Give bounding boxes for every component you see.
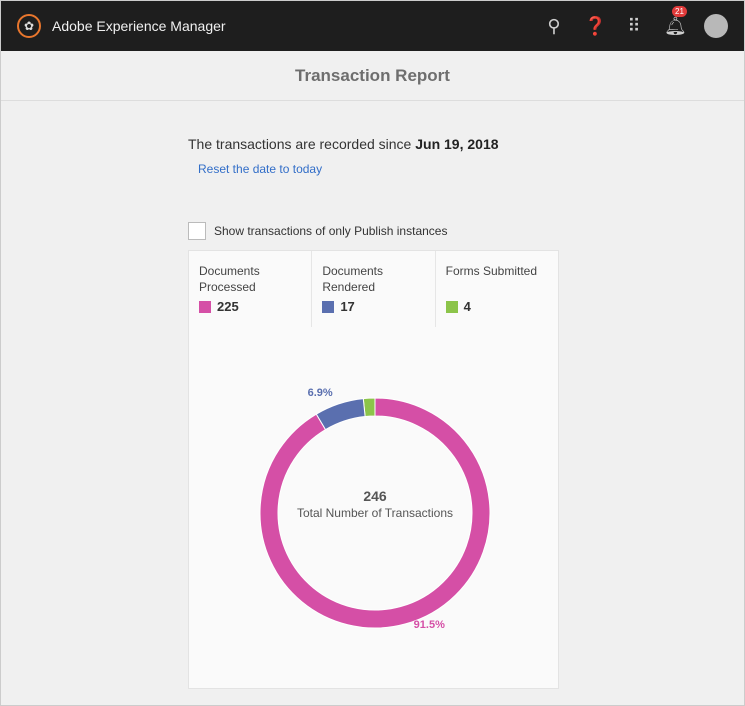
apps-grid-icon[interactable]: ⠿ xyxy=(627,15,641,36)
donut-chart: 246 Total Number of Transactions 91.5% 6.… xyxy=(259,387,491,631)
reset-date-link[interactable]: Reset the date to today xyxy=(198,162,323,176)
center-value: 246 xyxy=(363,488,387,504)
checkbox-box[interactable] xyxy=(188,222,206,240)
bell-icon[interactable]: 🔔︎ 21 xyxy=(664,5,687,36)
legend-swatch xyxy=(445,301,458,313)
stat-documents-processed: Documents Processed 225 xyxy=(189,251,313,327)
since-prefix: The transactions are recorded since xyxy=(188,136,412,152)
checkbox-label: Show transactions of only Publish instan… xyxy=(214,224,448,238)
avatar[interactable] xyxy=(704,14,728,38)
stat-value: 225 xyxy=(217,299,239,314)
donut-slice[interactable] xyxy=(315,398,366,431)
data-label: 91.5% xyxy=(414,619,445,631)
help-icon[interactable]: ❓ xyxy=(584,15,607,36)
data-label: 6.9% xyxy=(308,387,333,399)
page-title: Transaction Report xyxy=(1,51,744,101)
donut-slice[interactable] xyxy=(259,397,491,629)
legend-swatch xyxy=(322,301,335,313)
report-card: Documents Processed 225 Documents Rendere… xyxy=(188,250,559,689)
since-date: Jun 19, 2018 xyxy=(415,136,499,152)
center-label: Total Number of Transactions xyxy=(297,506,453,520)
app-title: Adobe Experience Manager xyxy=(52,18,226,34)
search-icon[interactable]: ⚲ xyxy=(547,15,561,36)
stat-value: 4 xyxy=(463,299,471,314)
top-bar: ✿ Adobe Experience Manager ⚲ ❓ ⠿ 🔔︎ 21 xyxy=(1,1,744,51)
legend-swatch xyxy=(199,301,211,313)
stat-documents-rendered: Documents Rendered 17 xyxy=(312,251,436,327)
stat-label: Documents Processed xyxy=(199,264,260,294)
notification-badge: 21 xyxy=(672,5,687,17)
stat-forms-submitted: Forms Submitted 4 xyxy=(436,251,558,327)
stat-value: 17 xyxy=(340,299,355,314)
since-text: The transactions are recorded since Jun … xyxy=(188,136,499,152)
stat-label: Forms Submitted xyxy=(445,264,538,278)
publish-only-checkbox[interactable]: Show transactions of only Publish instan… xyxy=(188,222,447,240)
aem-logo-icon[interactable]: ✿ xyxy=(17,14,41,38)
stat-label: Documents Rendered xyxy=(322,264,384,294)
